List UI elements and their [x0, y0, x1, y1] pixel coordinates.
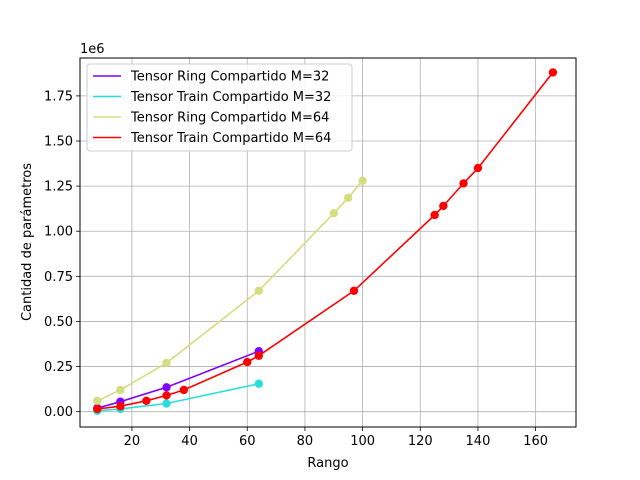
data-point [254, 286, 263, 295]
data-point [254, 351, 263, 360]
x-tick-label: 120 [408, 434, 433, 449]
data-point [142, 396, 151, 406]
legend-box [86, 63, 353, 152]
y-tick-label: 1.00 [44, 225, 73, 240]
series-line [97, 382, 259, 412]
data-point [162, 383, 171, 392]
data-point [548, 68, 558, 77]
data-point [162, 358, 171, 368]
x-tick-label: 140 [466, 434, 491, 449]
x-tick-label: 100 [350, 434, 375, 449]
legend: Tensor Ring Compartido M=32 Tensor Train … [86, 63, 353, 152]
data-point [329, 208, 338, 218]
x-tick-label: 80 [297, 434, 314, 449]
data-point [93, 396, 102, 406]
legend-label: Tensor Ring Compartido M=64 [130, 111, 329, 126]
x-tick-label: 60 [239, 434, 256, 449]
series-3 [93, 176, 367, 406]
legend-label: Tensor Train Compartido M=32 [130, 90, 331, 105]
y-tick-label: 1.25 [44, 180, 73, 195]
plot-area-frame [79, 57, 577, 428]
y-tick-label: 1.50 [44, 135, 73, 150]
data-point [162, 399, 171, 408]
y-tick-label: 0.75 [44, 270, 73, 285]
y-tick-label: 0.25 [44, 360, 73, 375]
data-point [179, 385, 189, 395]
y-tick-label: 0.50 [44, 315, 73, 330]
data-point [459, 179, 468, 188]
data-point [116, 402, 125, 411]
series-4 [93, 68, 558, 414]
data-point [243, 357, 252, 367]
data-point [116, 385, 125, 395]
data-point [358, 176, 367, 185]
y-axis-label: Cantidad de parámetros [20, 163, 35, 321]
data-point [343, 193, 353, 203]
data-point [349, 286, 359, 295]
legend-label: Tensor Ring Compartido M=32 [130, 70, 329, 85]
x-tick-label: 40 [181, 434, 198, 449]
series-line [97, 350, 260, 409]
data-point [430, 210, 439, 220]
series-layer [93, 68, 558, 415]
data-point [254, 379, 263, 388]
y-tick-label: 0.00 [44, 405, 73, 420]
legend-label: Tensor Train Compartido M=64 [130, 131, 331, 146]
x-axis-label: Rango [307, 456, 348, 471]
data-point [93, 404, 102, 414]
x-tick-label: 160 [523, 434, 548, 449]
data-point [439, 201, 448, 211]
data-point [162, 391, 171, 400]
data-point [473, 163, 483, 173]
axis-ticks: 20 40 60 80 100 120 140 160 0.00 0.25 0.50 0.75 1.00… [44, 89, 548, 449]
y-scale-label: 1e6 [80, 42, 105, 57]
y-tick-label: 1.75 [44, 89, 73, 104]
x-tick-label: 20 [124, 434, 141, 449]
